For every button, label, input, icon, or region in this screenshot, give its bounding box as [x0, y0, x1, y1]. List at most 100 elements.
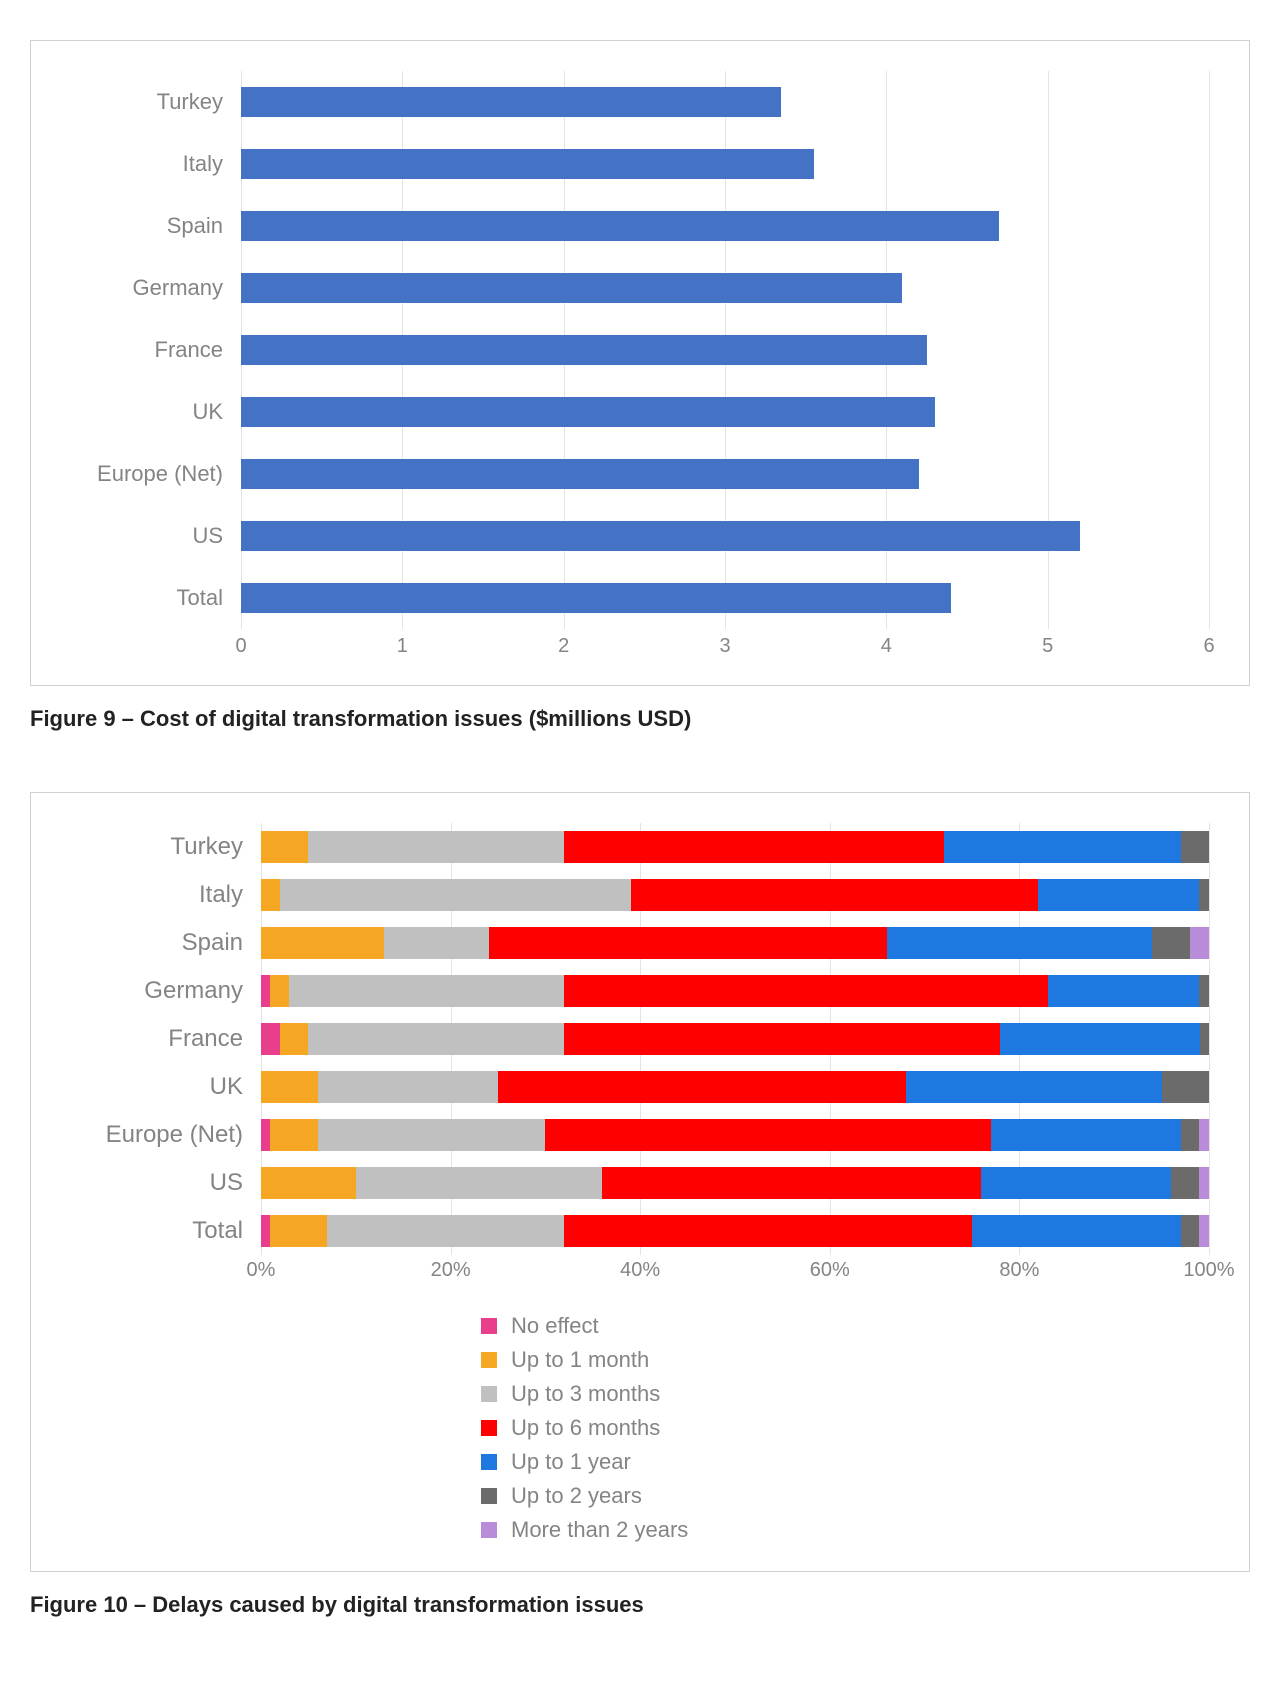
stacked-bar: [261, 1167, 1209, 1199]
stacked-bar-row: Germany: [51, 967, 1209, 1015]
stacked-segment-up_to_1m: [261, 879, 280, 911]
bar-track: [241, 319, 1209, 381]
stacked-segment-no_effect: [261, 1215, 270, 1247]
bar: [241, 583, 951, 613]
stacked-bar-track: [261, 1015, 1209, 1063]
legend-item-no_effect: No effect: [481, 1313, 1209, 1339]
gridline: [1209, 823, 1210, 1255]
legend-swatch: [481, 1318, 497, 1334]
stacked-bar-label: Germany: [51, 977, 261, 1005]
stacked-segment-up_to_2y: [1162, 1071, 1209, 1103]
stacked-bar: [261, 1023, 1209, 1055]
legend-swatch: [481, 1352, 497, 1368]
stacked-bar-label: France: [51, 1025, 261, 1053]
stacked-segment-up_to_6m: [631, 879, 1039, 911]
stacked-bar-label: Italy: [51, 881, 261, 909]
bar-label: Spain: [51, 213, 241, 239]
stacked-segment-up_to_1m: [270, 1215, 327, 1247]
legend-label: No effect: [511, 1313, 599, 1339]
stacked-segment-up_to_6m: [545, 1119, 991, 1151]
stacked-bar-track: [261, 1111, 1209, 1159]
stacked-segment-up_to_6m: [564, 1023, 1000, 1055]
stacked-segment-up_to_2y: [1152, 927, 1190, 959]
stacked-segment-no_effect: [261, 975, 270, 1007]
stacked-bar-row: Europe (Net): [51, 1111, 1209, 1159]
bar-row: Spain: [51, 195, 1209, 257]
bar: [241, 211, 999, 241]
bar: [241, 273, 902, 303]
legend-item-up_to_1m: Up to 1 month: [481, 1347, 1209, 1373]
bar-track: [241, 567, 1209, 629]
cost-chart-x-axis: 0123456: [241, 635, 1209, 665]
figure-10-caption: Figure 10 – Delays caused by digital tra…: [30, 1592, 1250, 1618]
stacked-bar-label: Europe (Net): [51, 1121, 261, 1149]
legend-swatch: [481, 1488, 497, 1504]
legend-label: Up to 1 year: [511, 1449, 631, 1475]
stacked-segment-up_to_1m: [270, 1119, 317, 1151]
bar-track: [241, 257, 1209, 319]
stacked-segment-up_to_3m: [308, 1023, 564, 1055]
stacked-bar-row: France: [51, 1015, 1209, 1063]
stacked-bar-label: Turkey: [51, 833, 261, 861]
stacked-segment-no_effect: [261, 1119, 270, 1151]
bar-label: Italy: [51, 151, 241, 177]
stacked-segment-up_to_3m: [318, 1119, 546, 1151]
stacked-segment-no_effect: [261, 1023, 280, 1055]
bar-track: [241, 133, 1209, 195]
bar-row: Total: [51, 567, 1209, 629]
stacked-segment-up_to_3m: [327, 1215, 564, 1247]
stacked-segment-up_to_1m: [280, 1023, 308, 1055]
bar-row: UK: [51, 381, 1209, 443]
stacked-segment-up_to_6m: [498, 1071, 906, 1103]
bar: [241, 459, 919, 489]
stacked-segment-up_to_1m: [270, 975, 289, 1007]
stacked-segment-more_2y: [1199, 1215, 1208, 1247]
cost-chart-container: TurkeyItalySpainGermanyFranceUKEurope (N…: [30, 40, 1250, 686]
stacked-bar-row: Total: [51, 1207, 1209, 1255]
legend-swatch: [481, 1522, 497, 1538]
stacked-bar-track: [261, 1159, 1209, 1207]
stacked-segment-up_to_1y: [944, 831, 1181, 863]
bar: [241, 521, 1080, 551]
stacked-segment-up_to_1m: [261, 927, 384, 959]
bar-label: France: [51, 337, 241, 363]
stacked-bar-track: [261, 967, 1209, 1015]
bar-row: France: [51, 319, 1209, 381]
stacked-segment-more_2y: [1199, 1167, 1208, 1199]
bar-track: [241, 505, 1209, 567]
legend-label: Up to 1 month: [511, 1347, 649, 1373]
stacked-bar-row: Italy: [51, 871, 1209, 919]
bar-label: UK: [51, 399, 241, 425]
stacked-bar-label: Spain: [51, 929, 261, 957]
legend-item-up_to_2y: Up to 2 years: [481, 1483, 1209, 1509]
stacked-bar: [261, 1119, 1209, 1151]
x-tick: 20%: [431, 1259, 471, 1282]
stacked-bar: [261, 927, 1209, 959]
stacked-segment-up_to_3m: [384, 927, 488, 959]
stacked-segment-up_to_2y: [1171, 1167, 1199, 1199]
delay-chart-container: TurkeyItalySpainGermanyFranceUKEurope (N…: [30, 792, 1250, 1572]
delay-chart-legend: No effectUp to 1 monthUp to 3 monthsUp t…: [481, 1313, 1209, 1543]
stacked-bar-label: US: [51, 1169, 261, 1197]
bar-row: Italy: [51, 133, 1209, 195]
stacked-segment-up_to_2y: [1181, 1119, 1200, 1151]
legend-label: Up to 6 months: [511, 1415, 660, 1441]
stacked-segment-up_to_2y: [1181, 1215, 1200, 1247]
legend-label: More than 2 years: [511, 1517, 688, 1543]
bar-track: [241, 195, 1209, 257]
stacked-bar-track: [261, 871, 1209, 919]
stacked-bar: [261, 1215, 1209, 1247]
stacked-segment-up_to_3m: [318, 1071, 498, 1103]
stacked-segment-up_to_1m: [261, 831, 308, 863]
x-tick: 60%: [810, 1259, 850, 1282]
stacked-bar: [261, 879, 1209, 911]
bar: [241, 397, 935, 427]
stacked-segment-more_2y: [1190, 927, 1209, 959]
cost-chart-plot: TurkeyItalySpainGermanyFranceUKEurope (N…: [51, 71, 1209, 629]
bar-track: [241, 381, 1209, 443]
stacked-segment-up_to_1y: [991, 1119, 1181, 1151]
legend-swatch: [481, 1386, 497, 1402]
legend-item-more_2y: More than 2 years: [481, 1517, 1209, 1543]
legend-item-up_to_6m: Up to 6 months: [481, 1415, 1209, 1441]
legend-label: Up to 2 years: [511, 1483, 642, 1509]
